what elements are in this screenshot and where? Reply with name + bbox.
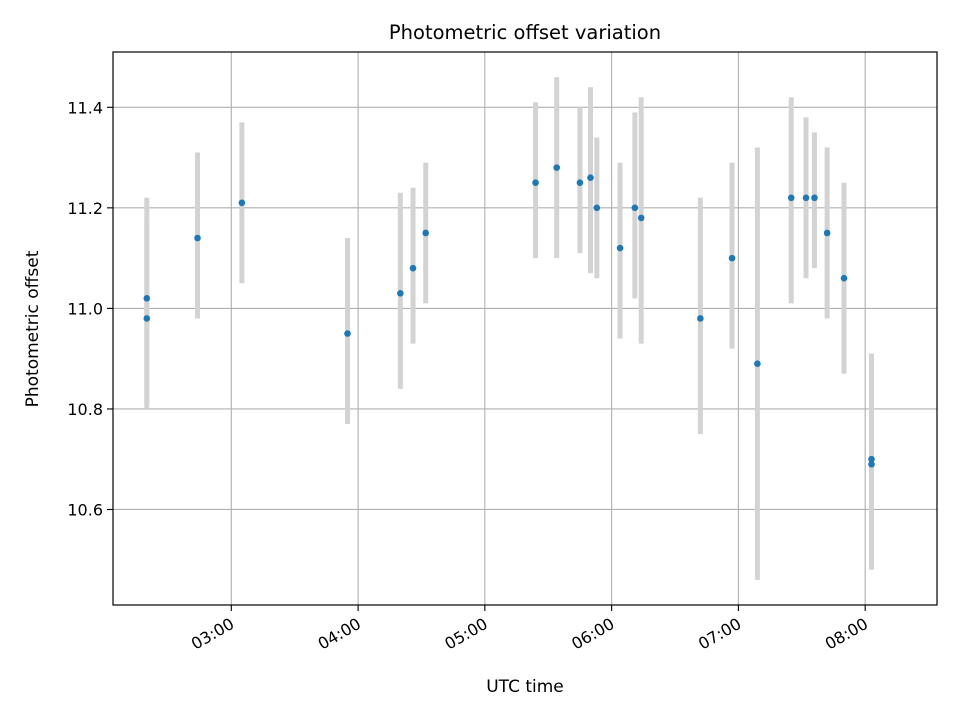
data-point xyxy=(238,199,246,207)
data-point xyxy=(728,254,736,262)
data-point xyxy=(532,179,539,187)
y-tick-label: 10.6 xyxy=(67,500,103,519)
data-point xyxy=(143,315,151,322)
y-axis-ticks: 10.6 10.8 11.0 11.2 11.4 xyxy=(67,98,113,519)
data-point xyxy=(143,295,151,302)
y-axis-title: Photometric offset xyxy=(23,250,43,407)
data-point xyxy=(637,214,645,222)
data-point xyxy=(868,460,875,468)
data-point xyxy=(553,164,560,171)
data-point xyxy=(422,229,429,237)
data-point xyxy=(616,244,624,252)
y-tick-label: 11.4 xyxy=(67,98,103,117)
data-point xyxy=(811,194,818,202)
data-point xyxy=(697,315,704,322)
data-point xyxy=(194,234,201,242)
y-tick-label: 11.2 xyxy=(67,199,103,218)
data-point xyxy=(631,204,639,212)
data-point xyxy=(593,204,601,212)
data-point xyxy=(823,229,831,237)
y-tick-label: 11.0 xyxy=(67,299,103,318)
data-point xyxy=(397,290,404,297)
data-point xyxy=(868,455,875,463)
data-point xyxy=(344,330,351,337)
x-axis-title: UTC time xyxy=(486,677,564,697)
data-point xyxy=(840,274,848,282)
data-points xyxy=(143,164,875,468)
data-point xyxy=(802,194,810,202)
chart-title: Photometric offset variation xyxy=(389,21,661,44)
data-point xyxy=(754,360,761,367)
plot-area-frame xyxy=(112,51,938,606)
data-point xyxy=(587,174,594,181)
data-point xyxy=(576,179,584,187)
y-tick-label: 10.8 xyxy=(67,400,103,419)
data-point xyxy=(787,194,795,202)
grid xyxy=(113,52,937,605)
data-point xyxy=(409,264,417,272)
